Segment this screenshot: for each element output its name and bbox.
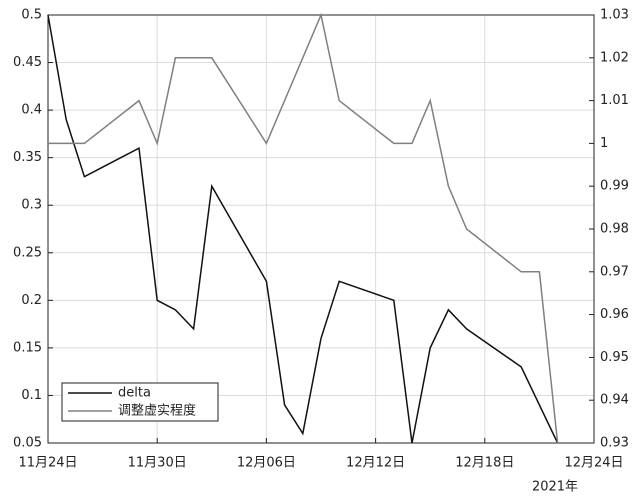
y2-tick-label: 0.97 — [600, 264, 629, 279]
x-axis-label: 2021年 — [532, 480, 578, 495]
y2-tick-label: 1.03 — [600, 8, 629, 23]
y-tick-label: 0.45 — [13, 55, 42, 70]
y2-tick-label: 1.01 — [600, 93, 629, 108]
y2-tick-label: 0.93 — [600, 436, 629, 451]
y2-tick-label: 1.02 — [600, 50, 629, 65]
y-tick-label: 0.3 — [21, 198, 42, 213]
x-tick-label: 12月06日 — [237, 456, 296, 471]
y2-tick-label: 0.94 — [600, 393, 629, 408]
y-tick-label: 0.4 — [21, 103, 42, 118]
series-line — [47, 14, 559, 444]
x-tick-label: 11月24日 — [18, 456, 77, 471]
plot-area — [48, 15, 594, 443]
x-tick-label: 11月30日 — [128, 456, 187, 471]
y-tick-label: 0.05 — [13, 436, 42, 451]
legend-label: 调整虚实程度 — [118, 403, 196, 419]
y-tick-label: 0.1 — [21, 388, 42, 403]
y2-tick-label: 0.95 — [600, 350, 629, 365]
series-line — [48, 12, 559, 444]
x-tick-label: 12月24日 — [564, 456, 623, 471]
x-tick-label: 12月18日 — [455, 456, 514, 471]
y2-tick-label: 0.99 — [600, 179, 629, 194]
y-tick-label: 0.5 — [21, 8, 42, 23]
x-tick-label: 12月12日 — [346, 456, 405, 471]
y-tick-label: 0.2 — [21, 293, 42, 308]
y2-tick-label: 0.98 — [600, 222, 629, 237]
y-tick-label: 0.15 — [13, 340, 42, 355]
y-tick-label: 0.25 — [13, 245, 42, 260]
y2-tick-label: 1 — [600, 136, 608, 151]
legend-label: delta — [118, 386, 151, 401]
y2-tick-label: 0.96 — [600, 307, 629, 322]
legend-box — [61, 382, 219, 422]
y-tick-label: 0.35 — [13, 150, 42, 165]
